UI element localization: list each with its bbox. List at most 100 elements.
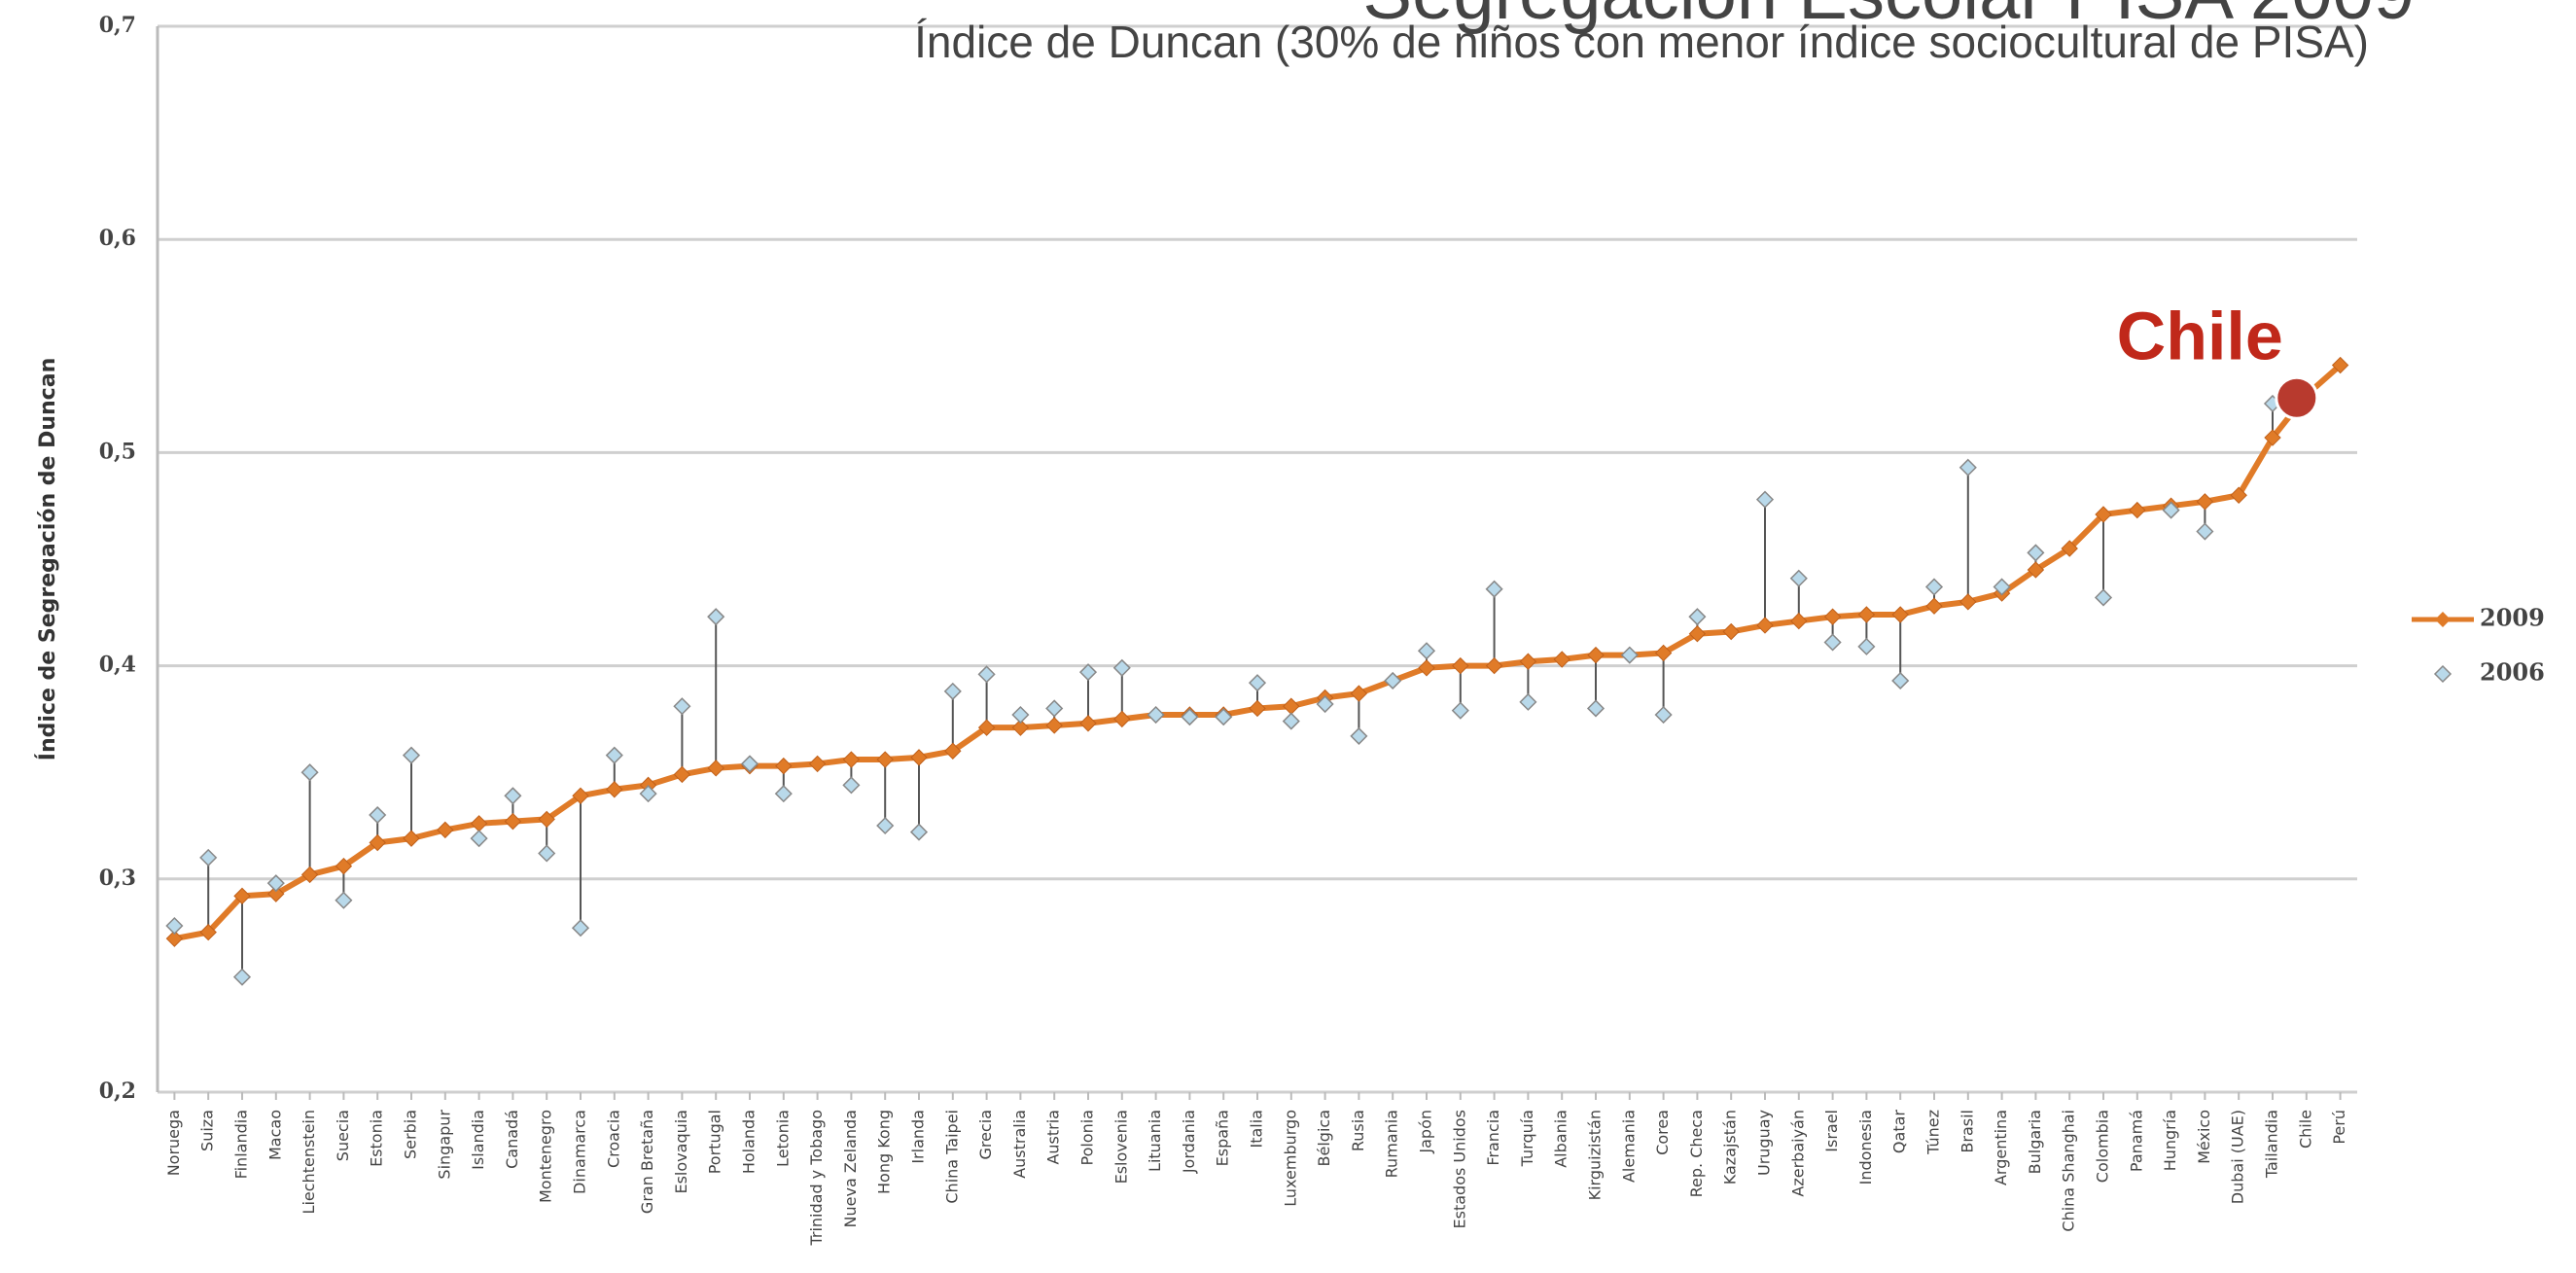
- x-tick-label: Polonia: [1078, 1110, 1097, 1166]
- point-2009: [944, 742, 962, 760]
- legend-marker: [2433, 664, 2452, 684]
- point-2009: [1045, 717, 1063, 734]
- x-tick-label: Francia: [1484, 1110, 1502, 1166]
- point-2006: [977, 665, 996, 684]
- point-2009: [437, 821, 454, 839]
- x-tick-label: Portugal: [706, 1110, 724, 1174]
- x-tick-label: Letonia: [773, 1110, 792, 1167]
- point-2006: [707, 608, 725, 626]
- x-tick-label: Italia: [1248, 1110, 1266, 1149]
- point-2009: [1654, 644, 1673, 662]
- point-2009: [1587, 646, 1605, 664]
- x-tick-label: Azerbaiyán: [1788, 1110, 1807, 1197]
- point-2006: [571, 919, 590, 937]
- point-2009: [199, 923, 217, 941]
- point-2009: [1113, 710, 1131, 728]
- point-2006: [1586, 699, 1606, 718]
- point-2009: [1519, 653, 1537, 670]
- x-tick-label: Colombia: [2094, 1110, 2112, 1183]
- point-2009: [1925, 597, 1943, 615]
- point-2009: [1079, 715, 1097, 732]
- point-2009: [2129, 501, 2146, 519]
- point-2006: [369, 805, 387, 825]
- y-tick-label: 0,6: [99, 226, 136, 251]
- point-2009: [1283, 697, 1300, 715]
- point-2009: [1959, 593, 1977, 611]
- point-2009: [910, 749, 928, 766]
- x-tick-label: China Shanghai: [2060, 1110, 2078, 1232]
- point-2006: [1958, 458, 1977, 477]
- point-2006: [1078, 663, 1098, 682]
- x-tick-label: Jordania: [1180, 1110, 1198, 1174]
- point-2006: [639, 785, 657, 803]
- x-tick-label: Holanda: [740, 1110, 759, 1174]
- y-tick-label: 0,5: [99, 439, 136, 464]
- point-2009: [1553, 651, 1570, 668]
- point-2009: [775, 757, 793, 775]
- point-2006: [504, 787, 522, 805]
- point-2006: [740, 755, 759, 773]
- point-2009: [1418, 659, 1435, 677]
- point-2006: [2094, 588, 2113, 607]
- x-tick-label: Luxemburgo: [1281, 1110, 1299, 1207]
- legend-label: 2006: [2480, 658, 2545, 687]
- x-tick-label: España: [1214, 1110, 1232, 1166]
- x-tick-label: Hong Kong: [875, 1110, 894, 1194]
- x-tick-label: Chile: [2296, 1110, 2314, 1149]
- point-2009: [2230, 486, 2247, 504]
- x-tick-label: Eslovenia: [1112, 1110, 1130, 1184]
- point-2006: [1993, 578, 2011, 596]
- chart-subtitle: Índice de Duncan (30% de niños con menor…: [914, 17, 2369, 67]
- x-tick-label: China Taipei: [942, 1110, 961, 1204]
- legend-label: 2009: [2480, 604, 2545, 632]
- point-2006: [470, 830, 488, 848]
- x-tick-label: Albania: [1552, 1110, 1570, 1168]
- point-2006: [2196, 522, 2214, 541]
- point-2006: [2027, 544, 2045, 562]
- legend-marker: [2435, 612, 2451, 627]
- point-2006: [1688, 608, 1707, 626]
- point-2006: [1181, 708, 1199, 726]
- x-tick-label: Hungría: [2161, 1110, 2179, 1171]
- point-2006: [1755, 490, 1775, 509]
- x-tick-label: Alemania: [1619, 1110, 1638, 1183]
- point-2006: [876, 816, 895, 835]
- point-2006: [266, 874, 285, 893]
- x-tick-label: Irlanda: [909, 1110, 928, 1164]
- x-tick-label: Suiza: [198, 1110, 217, 1151]
- point-2006: [1789, 569, 1808, 587]
- point-2009: [1823, 608, 1842, 625]
- point-2009: [165, 930, 184, 947]
- point-2006: [774, 785, 793, 803]
- x-tick-label: Estonia: [368, 1110, 386, 1167]
- x-tick-label: Australia: [1010, 1110, 1029, 1179]
- point-2006: [165, 916, 184, 936]
- x-tick-label: Eslovaquia: [672, 1110, 690, 1194]
- point-2006: [538, 844, 556, 863]
- point-2009: [1249, 699, 1266, 718]
- x-tick-label: Bélgica: [1315, 1110, 1333, 1166]
- point-2009: [1790, 612, 1808, 630]
- point-2009: [2264, 429, 2281, 446]
- x-tick-label: Bulgaria: [2026, 1110, 2044, 1174]
- point-2006: [605, 746, 623, 764]
- point-2009: [977, 719, 996, 736]
- highlight-dot: [2275, 375, 2319, 420]
- point-2006: [1857, 637, 1876, 655]
- point-2009: [1011, 719, 1030, 736]
- point-2009: [2061, 540, 2078, 557]
- x-tick-label: Uruguay: [1755, 1110, 1774, 1176]
- point-2009: [1756, 617, 1774, 634]
- point-2009: [1857, 606, 1876, 623]
- point-2006: [1215, 708, 1233, 726]
- point-2006: [1248, 674, 1267, 692]
- x-tick-label: Trinidad y Tobago: [807, 1110, 826, 1247]
- point-2009: [2196, 493, 2214, 511]
- point-2006: [335, 891, 353, 909]
- point-2006: [402, 746, 421, 764]
- point-2006: [1823, 633, 1842, 652]
- x-tick-label: Gran Bretaña: [638, 1110, 656, 1214]
- x-tick-label: Kazajstán: [1721, 1110, 1740, 1185]
